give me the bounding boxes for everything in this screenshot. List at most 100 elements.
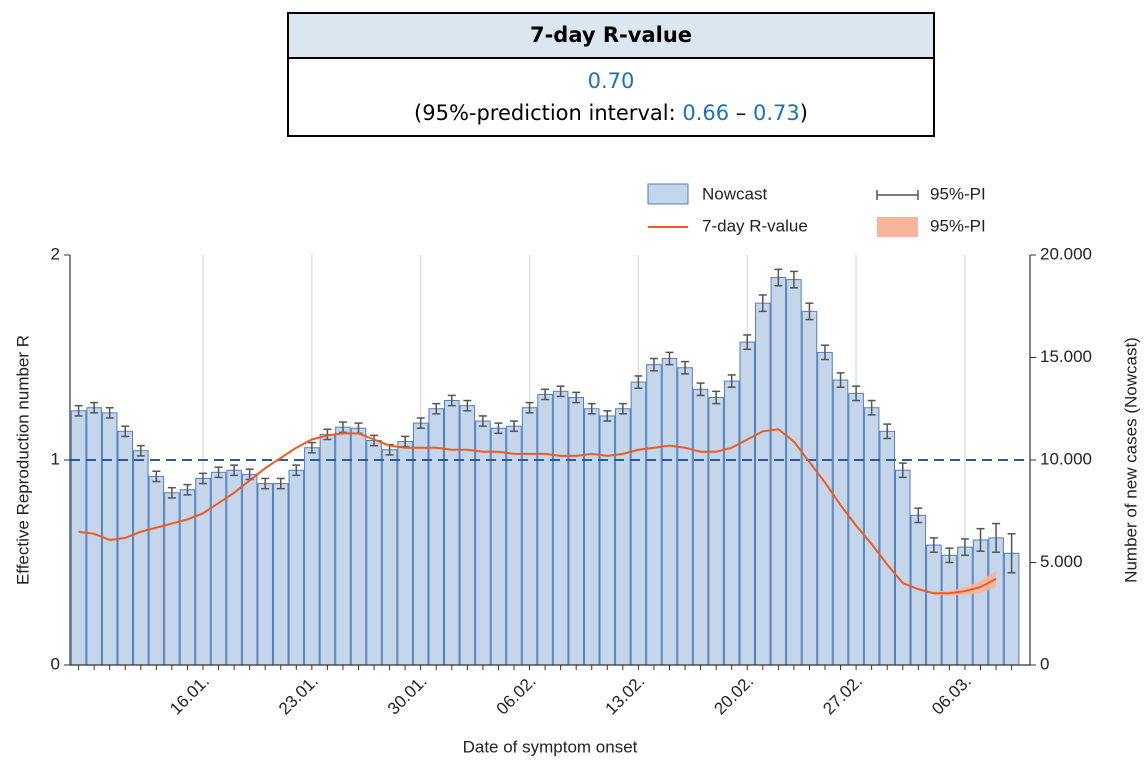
interval-high: 0.73: [752, 101, 800, 125]
y-tick-label: 0: [51, 654, 60, 673]
error-bar: [152, 470, 161, 483]
box-title: 7-day R-value: [289, 14, 933, 59]
bar: [164, 492, 180, 666]
error-bar: [478, 415, 487, 427]
y2-tick-label: 5.000: [1040, 552, 1083, 571]
bar: [926, 544, 942, 666]
bar: [786, 279, 802, 666]
bar: [257, 483, 273, 666]
bar: [801, 310, 818, 666]
bar: [863, 407, 880, 666]
error-bar: [960, 538, 969, 557]
bar: [894, 469, 911, 666]
legend-swatch: [877, 217, 918, 237]
error-bar: [90, 401, 99, 414]
bar: [848, 392, 864, 666]
y2-axis-title: Number of new cases (Nowcast): [1121, 337, 1140, 583]
y-tick-label: 2: [51, 244, 60, 263]
error-bar: [556, 385, 565, 398]
error-bar: [681, 360, 690, 375]
bar: [552, 390, 569, 666]
error-bar: [463, 399, 472, 412]
error-bar: [665, 351, 674, 366]
x-axis-title: Date of symptom onset: [463, 737, 638, 756]
error-bar: [805, 302, 814, 321]
legend-label: 95%-PI: [930, 184, 986, 203]
error-bar: [572, 391, 581, 404]
error-bar: [852, 385, 861, 402]
interval-label: (95%-prediction interval:: [414, 101, 676, 125]
error-bar: [494, 422, 503, 435]
x-tick-label: 06.03.: [928, 672, 975, 719]
error-bar: [774, 268, 783, 287]
error-bar: [214, 466, 223, 479]
y2-tick-label: 10.000: [1040, 449, 1092, 468]
bar: [879, 430, 895, 666]
x-tick-label: 06.02.: [493, 672, 540, 719]
bar: [723, 380, 740, 666]
error-bar: [712, 390, 721, 405]
bar: [957, 546, 973, 666]
y-tick-label: 1: [51, 449, 60, 468]
error-bar: [447, 394, 456, 407]
error-bar: [945, 547, 954, 564]
bar: [210, 471, 227, 666]
error-bar: [758, 294, 767, 313]
error-bar: [136, 444, 145, 457]
bar: [444, 400, 460, 666]
bar: [272, 483, 289, 666]
r-value: 0.70: [587, 69, 635, 93]
bar: [521, 407, 538, 666]
error-bar: [261, 477, 270, 490]
bar: [397, 441, 413, 666]
error-bar: [183, 483, 192, 496]
y2-tick-label: 0: [1040, 654, 1049, 673]
error-bar: [634, 375, 643, 389]
bar: [661, 358, 678, 666]
error-bar: [929, 537, 938, 553]
error-bar: [167, 486, 176, 499]
bar: [475, 420, 491, 666]
bar: [319, 433, 336, 666]
confidence-band: [933, 570, 997, 596]
bar: [490, 427, 507, 666]
error-bar: [836, 372, 845, 388]
error-bar: [727, 374, 736, 388]
x-tick-label: 30.01.: [384, 672, 431, 719]
error-bar: [292, 464, 301, 477]
legend-label: 95%-PI: [930, 216, 986, 235]
x-tick-label: 20.02.: [710, 672, 757, 719]
error-bar: [525, 401, 534, 414]
legend-label: 7-day R-value: [702, 216, 808, 235]
bar: [117, 430, 134, 666]
bar: [708, 396, 724, 666]
bar: [179, 489, 196, 666]
error-bar: [1007, 533, 1016, 574]
bar: [241, 473, 258, 666]
error-bar: [821, 344, 829, 361]
error-bar: [74, 404, 83, 417]
error-bar: [743, 334, 752, 351]
error-bar: [105, 406, 114, 419]
y-axis-title: Effective Reproduction number R: [13, 335, 32, 585]
interval-close: ): [799, 101, 808, 125]
error-bar: [696, 382, 705, 397]
interval-low: 0.66: [682, 101, 730, 125]
bar: [133, 450, 149, 666]
error-bar: [416, 417, 425, 429]
r-value-box: 7-day R-value 0.70 (95%-prediction inter…: [287, 12, 935, 137]
bar: [288, 469, 305, 666]
bar: [350, 427, 367, 666]
bar: [506, 425, 522, 666]
error-bar: [789, 270, 798, 289]
error-bar: [914, 507, 923, 524]
bar: [335, 426, 351, 666]
bar: [817, 351, 833, 666]
bar: [972, 539, 989, 666]
bar: [599, 415, 616, 666]
error-bar: [199, 472, 207, 485]
error-bar: [510, 420, 518, 433]
error-bar: [432, 402, 441, 415]
